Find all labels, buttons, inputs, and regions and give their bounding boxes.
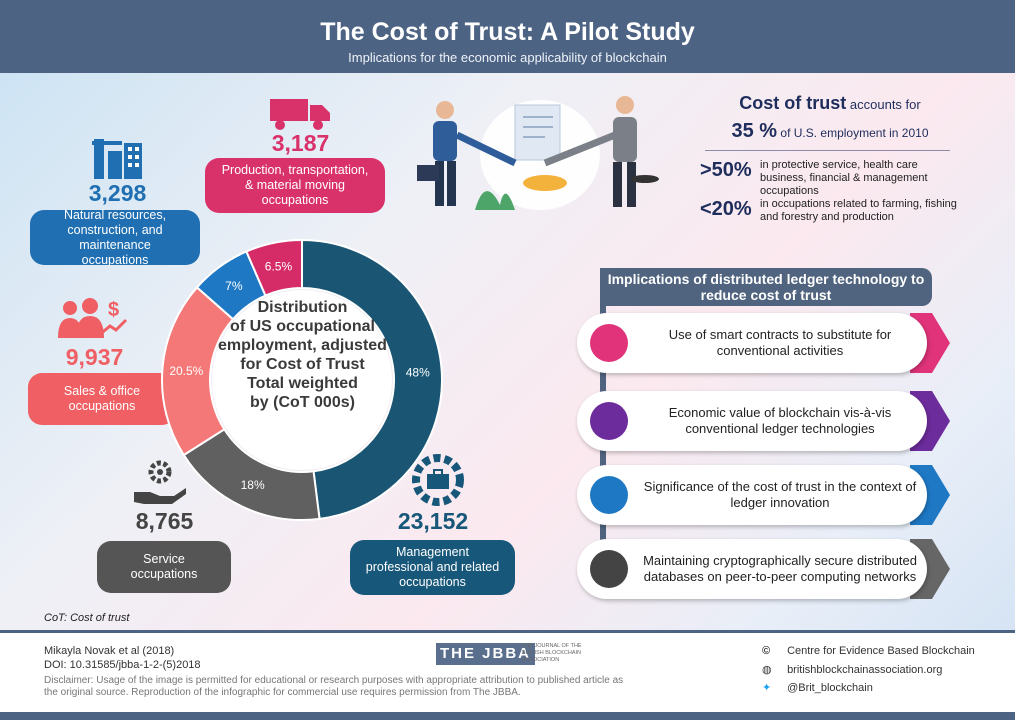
briefcase-gear-icon xyxy=(410,452,466,508)
implication-item: Significance of the cost of trust in the… xyxy=(577,465,927,525)
cot-stat-row: <20% in occupations related to farming, … xyxy=(700,196,960,230)
page-title: The Cost of Trust: A Pilot Study xyxy=(320,18,695,46)
donut-segment xyxy=(301,238,443,521)
globe-icon: ◍ xyxy=(762,664,772,676)
donut-center-line: of US occupational xyxy=(230,318,375,335)
donut-hole xyxy=(212,290,392,470)
implication-item: Economic value of blockchain vis-à-vis c… xyxy=(577,391,927,451)
implication-text: Use of smart contracts to substitute for… xyxy=(668,327,892,358)
jbba-logo: THE JBBA THE JOURNAL OF THE BRITISH BLOC… xyxy=(436,641,586,669)
handshake-illustration xyxy=(405,95,670,230)
cot-line-1: Cost of trust accounts for xyxy=(700,93,960,114)
donut-center-line: by (CoT 000s) xyxy=(250,394,355,411)
footnote: CoT: Cost of trust xyxy=(44,612,130,624)
implication-dot xyxy=(590,550,628,588)
cot-rest: accounts for xyxy=(846,97,921,112)
management-count: 23,152 xyxy=(397,508,469,534)
copyright-text: Centre for Evidence Based Blockchain xyxy=(787,645,975,657)
donut-segment-label: 18% xyxy=(241,478,265,492)
implication-dot xyxy=(590,402,628,440)
donut-segment-label: 7% xyxy=(225,279,243,293)
svg-text:$: $ xyxy=(108,299,119,321)
doi-link[interactable]: DOI: 10.31585/jbba-1-2-(5)2018 xyxy=(44,659,201,671)
cot-stat-text: in protective service, health care busin… xyxy=(760,159,928,197)
footer-bar xyxy=(0,712,1015,720)
implication-text: Economic value of blockchain vis-à-vis c… xyxy=(668,405,892,436)
production-label: Production, transportation, & material m… xyxy=(205,158,385,213)
cot-bold: Cost of trust xyxy=(739,93,847,113)
donut-segment-label: 6.5% xyxy=(265,259,293,273)
production-count: 3,187 xyxy=(271,130,330,156)
sales-label: Sales & office occupations xyxy=(28,373,176,425)
service-count: 8,765 xyxy=(135,508,194,534)
twitter-handle[interactable]: @Brit_blockchain xyxy=(787,682,873,694)
donut-center-label: Distribution of US occupational employme… xyxy=(210,298,395,412)
donut-center-line: Distribution xyxy=(257,299,348,316)
implication-item: Maintaining cryptographically secure dis… xyxy=(577,539,927,599)
donut-chart: 48% 18% 20.5% 7% 6.5% xyxy=(161,238,443,521)
truck-icon xyxy=(270,97,330,131)
donut-center-line: Total weighted xyxy=(247,375,358,392)
donut-segment xyxy=(245,238,303,297)
donut-segment-label: 20.5% xyxy=(169,364,203,378)
jbba-logo-letters: THE JBBA xyxy=(436,643,536,665)
implication-text: Significance of the cost of trust in the… xyxy=(643,479,917,510)
natural-resources-count: 3,298 xyxy=(88,180,147,206)
implication-dot xyxy=(590,324,628,362)
twitter-icon: ✦ xyxy=(762,682,772,694)
cot-stat-number: >50% xyxy=(700,159,752,181)
cot-stat-text: in occupations related to farming, fishi… xyxy=(760,198,957,223)
copyright-icon: © xyxy=(762,645,771,657)
jbba-logo-tagline: THE JOURNAL OF THE BRITISH BLOCKCHAIN AS… xyxy=(522,643,582,663)
cot-stat-row: >50% in protective service, health care … xyxy=(700,157,960,197)
cot-percent: 35 % xyxy=(731,120,778,142)
website-link[interactable]: britishblockchainassociation.org xyxy=(787,664,943,676)
implication-dot xyxy=(590,476,628,514)
sales-count: 9,937 xyxy=(65,344,124,370)
copyright-row: © Centre for Evidence Based Blockchain xyxy=(762,645,975,657)
header-banner: The Cost of Trust: A Pilot Study Implica… xyxy=(0,0,1015,73)
service-label: Service occupations xyxy=(97,541,231,593)
sales-people-icon: $ xyxy=(58,298,128,340)
cost-of-trust-summary: Cost of trust accounts for 35 % of U.S. … xyxy=(700,93,960,143)
footer: Mikayla Novak et al (2018) DOI: 10.31585… xyxy=(0,630,1015,720)
twitter-row[interactable]: ✦ @Brit_blockchain xyxy=(762,681,873,694)
page-subtitle: Implications for the economic applicabil… xyxy=(348,50,667,65)
implications-title: Implications of distributed ledger techn… xyxy=(600,268,932,306)
cot-percent-rest: of U.S. employment in 2010 xyxy=(777,126,929,140)
implication-item: Use of smart contracts to substitute for… xyxy=(577,313,927,373)
management-label: Management professional and related occu… xyxy=(350,540,515,595)
donut-center-line: for Cost of Trust xyxy=(240,356,365,373)
service-hand-icon xyxy=(130,458,190,506)
donut-center-line: employment, adjusted xyxy=(218,337,387,354)
donut-segment-label: 48% xyxy=(406,366,430,380)
website-row[interactable]: ◍ britishblockchainassociation.org xyxy=(762,663,942,676)
cot-stat-number: <20% xyxy=(700,198,752,220)
disclaimer: Disclaimer: Usage of the image is permit… xyxy=(44,675,624,698)
cot-divider xyxy=(705,150,950,151)
natural-resources-label: Natural resources, construction, and mai… xyxy=(30,208,200,267)
author-credit: Mikayla Novak et al (2018) xyxy=(44,645,175,657)
industry-icon xyxy=(92,135,144,179)
implication-text: Maintaining cryptographically secure dis… xyxy=(643,553,917,584)
cot-line-2: 35 % of U.S. employment in 2010 xyxy=(700,120,960,143)
